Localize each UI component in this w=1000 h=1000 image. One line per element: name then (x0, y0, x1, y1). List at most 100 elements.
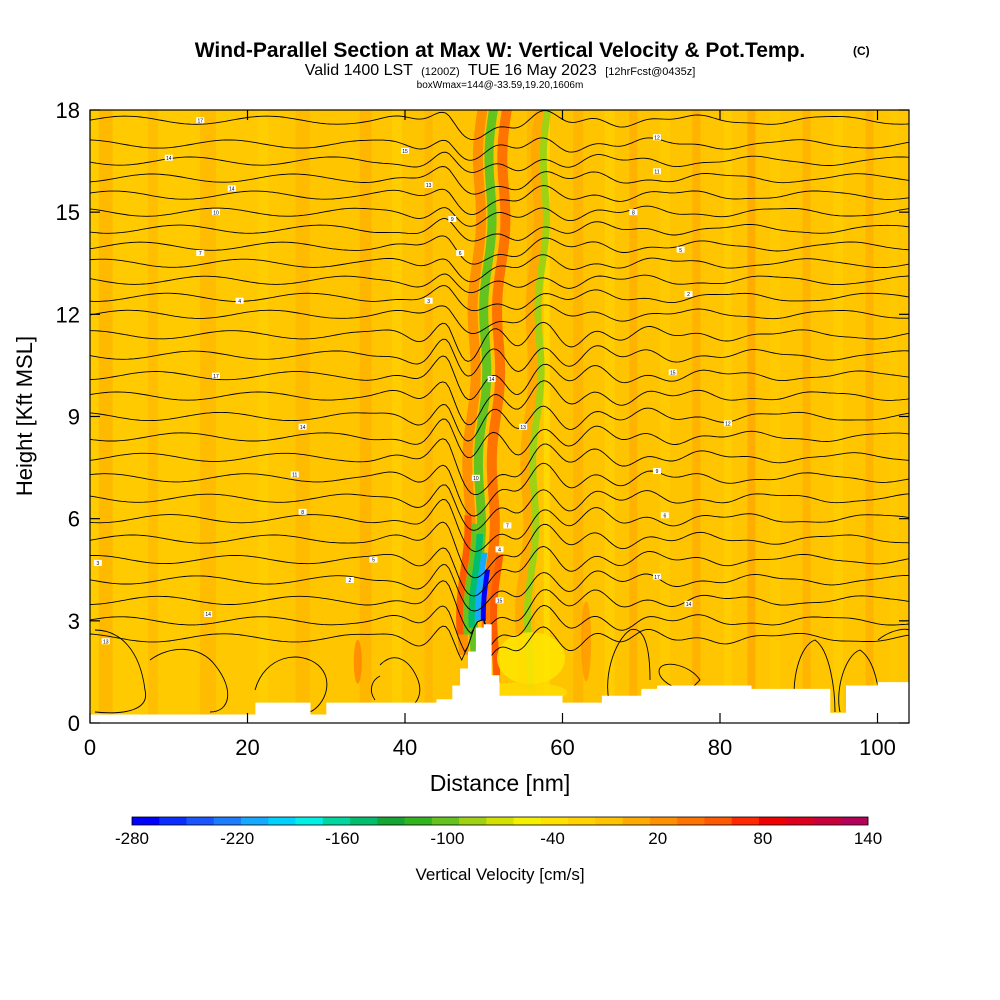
colorbar-swatch (486, 817, 514, 825)
contour-label: 4 (498, 548, 501, 554)
y-tick-label: 6 (68, 507, 80, 532)
colorbar-tick-label: 20 (648, 829, 667, 848)
contour-label: 13 (103, 639, 109, 645)
terrain-mask (90, 624, 909, 723)
theta-contour (90, 604, 909, 653)
contour-label-box (448, 215, 457, 222)
downdraft-patch (581, 601, 592, 682)
subtitle-valid: Valid 1400 LST (305, 62, 413, 79)
colorbar-swatch (704, 817, 732, 825)
colorbar-swatch (540, 817, 569, 825)
colorbar-swatch (431, 817, 460, 825)
theta-contour (90, 254, 909, 283)
subtitle-utc: (1200Z) (421, 66, 460, 78)
contour-label: 8 (632, 210, 635, 216)
velocity-streak (424, 110, 433, 723)
y-tick-label: 3 (68, 609, 80, 634)
theta-contour (90, 137, 909, 161)
velocity-streak (359, 110, 372, 723)
contour-label-box (101, 638, 110, 645)
lee-updraft-patch (497, 632, 565, 685)
contour-label-box (424, 297, 433, 304)
core-band (457, 110, 488, 655)
subtitle-date: TUE 16 May 2023 (468, 62, 597, 79)
core-band (495, 110, 525, 655)
contour-label-box (345, 576, 354, 583)
core-band (456, 515, 472, 635)
theta-contour (90, 404, 909, 442)
contour-label-box (235, 297, 244, 304)
contour-label: 14 (166, 156, 172, 162)
theta-contour (90, 110, 909, 140)
title-copyright-mark: (C) (853, 44, 870, 58)
y-tick-label: 9 (68, 405, 80, 430)
velocity-streak (659, 110, 670, 723)
velocity-streak (747, 110, 756, 723)
colorbar-swatch (649, 817, 678, 825)
contour-label-box (653, 573, 661, 580)
core-band (468, 534, 484, 628)
contour-label: 5 (372, 558, 375, 564)
colorbar-swatch (159, 817, 187, 825)
box-info: boxWmax=144@-33.59,19.20,1606m (417, 80, 584, 91)
low-contour (877, 628, 909, 641)
core-band (481, 110, 512, 655)
y-tick-label: 0 (68, 711, 80, 736)
colorbar-swatch (568, 817, 596, 825)
contour-label: 4 (238, 299, 241, 305)
contour-label: 2 (348, 578, 351, 584)
theta-contour (90, 218, 909, 242)
core-band (468, 110, 498, 655)
contour-label-box (503, 522, 512, 529)
contour-label-box (212, 209, 220, 216)
colorbar-swatch (758, 817, 787, 825)
contour-label: 13 (426, 183, 432, 189)
contour-label-box (401, 147, 409, 154)
contour-label-box (204, 611, 213, 618)
velocity-streak (392, 110, 403, 723)
colorbar-swatch (840, 817, 869, 825)
contour-label: 11 (292, 473, 297, 479)
theta-contour (90, 235, 909, 265)
contour-label: 14 (229, 187, 235, 193)
contour-label: 7 (199, 251, 202, 257)
x-tick-label: 40 (393, 735, 417, 760)
velocity-streak (770, 110, 781, 723)
theta-contour (90, 462, 909, 517)
contour-label-box (369, 556, 378, 563)
colorbar-label: Vertical Velocity [cm/s] (415, 865, 584, 884)
colorbar-swatch (813, 817, 842, 825)
core-band (480, 569, 490, 621)
contour-label: 6 (663, 513, 666, 519)
colorbar-swatch (268, 817, 296, 825)
contour-label-box (668, 369, 677, 376)
theta-contour (90, 285, 909, 312)
colorbar-tick-label: -40 (540, 829, 565, 848)
contour-label-box (93, 559, 102, 566)
chart-title: Wind-Parallel Section at Max W: Vertical… (195, 39, 806, 62)
colorbar-swatch (786, 817, 814, 825)
velocity-streak (98, 110, 113, 723)
theta-contour (90, 484, 909, 531)
x-axis: 0 20 40 60 80 100 (84, 110, 896, 760)
y-tick-label: 18 (56, 98, 80, 123)
contour-label: 3 (96, 561, 99, 567)
theta-contour (90, 338, 909, 377)
contour-label: 12 (725, 422, 731, 428)
theta-contour (90, 564, 909, 612)
core-band (490, 554, 504, 683)
contour-label-box (660, 512, 669, 519)
velocity-streak (573, 110, 584, 723)
y-tick-label: 15 (56, 200, 80, 225)
theta-contour (90, 355, 909, 400)
velocity-streak (833, 110, 844, 723)
low-contour (370, 675, 381, 701)
contour-label: 14 (686, 602, 692, 608)
contour-label: 9 (656, 469, 659, 475)
theta-contours (90, 110, 909, 662)
colorbar-swatch (295, 817, 324, 825)
low-contour (254, 656, 328, 713)
colorbar (131, 816, 869, 826)
contour-label: 8 (301, 510, 304, 516)
